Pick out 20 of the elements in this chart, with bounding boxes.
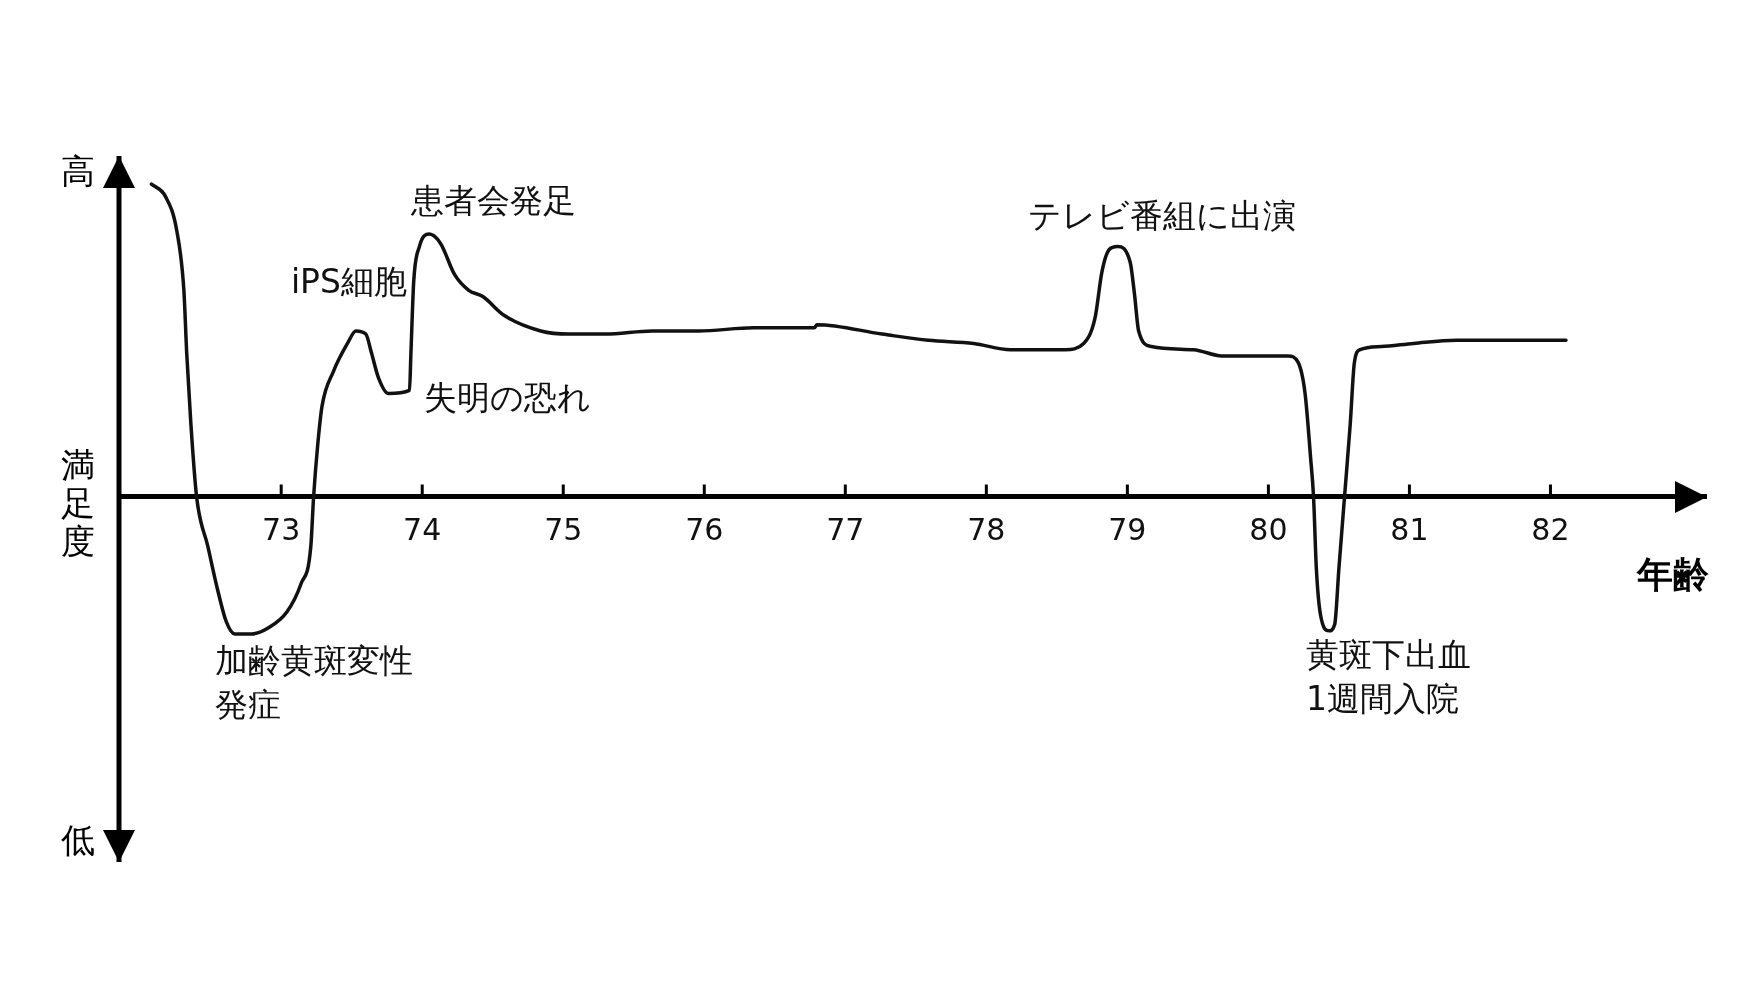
- annotation: 患者会発足: [410, 181, 577, 221]
- x-tick-label: 78: [967, 512, 1006, 548]
- annotation: iPS細胞: [290, 262, 407, 302]
- annotation: テレビ番組に出演: [1028, 195, 1297, 235]
- text: 高: [61, 150, 95, 191]
- x-axis-title: 年齢: [1636, 553, 1709, 595]
- x-tick-label: 82: [1531, 512, 1570, 548]
- text: 低: [61, 819, 95, 860]
- x-tick-label: 81: [1390, 512, 1429, 548]
- x-tick-label: 75: [544, 512, 583, 548]
- x-tick-label: 77: [826, 512, 865, 548]
- x-tick-label: 79: [1108, 512, 1147, 548]
- x-tick-label: 80: [1249, 512, 1288, 548]
- x-tick-label: 73: [262, 512, 301, 548]
- annotation: 黄斑下出血1週間入院: [1306, 634, 1472, 718]
- annotation: 失明の恐れ: [423, 377, 591, 417]
- x-tick-label: 76: [685, 512, 724, 548]
- x-tick-label: 74: [403, 512, 442, 548]
- y-axis-title: 満足度: [61, 445, 95, 562]
- annotation: 加齢黄斑変性発症: [215, 641, 414, 725]
